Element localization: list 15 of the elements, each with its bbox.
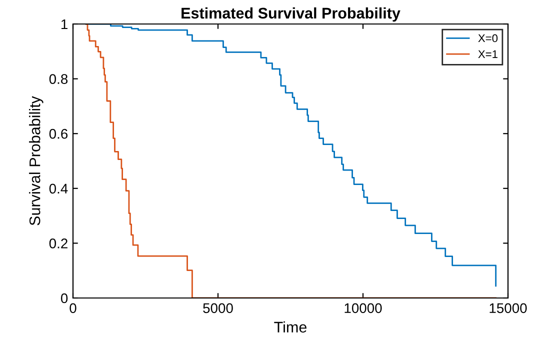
- y-tick-label: 0.4: [49, 184, 68, 194]
- y-axis-title: Survival Probability: [29, 96, 44, 226]
- y-tick-label: 0.8: [49, 74, 68, 84]
- y-tick-label: 0: [60, 293, 68, 304]
- x-tick-label: 10000: [344, 303, 382, 314]
- chart-title: Estimated Survival Probability: [182, 7, 400, 22]
- legend-label: X=0: [478, 34, 498, 42]
- x-tick-label: 5000: [203, 303, 233, 314]
- legend-label: X=1: [478, 50, 498, 58]
- y-tick-label: 0.6: [49, 128, 68, 139]
- x-tick-label: 0: [70, 303, 76, 314]
- x-tick-label: 15000: [490, 303, 527, 314]
- y-tick-label: 0.2: [49, 238, 68, 248]
- y-tick-label: 1: [61, 19, 68, 30]
- x-axis-title: Time: [274, 321, 307, 333]
